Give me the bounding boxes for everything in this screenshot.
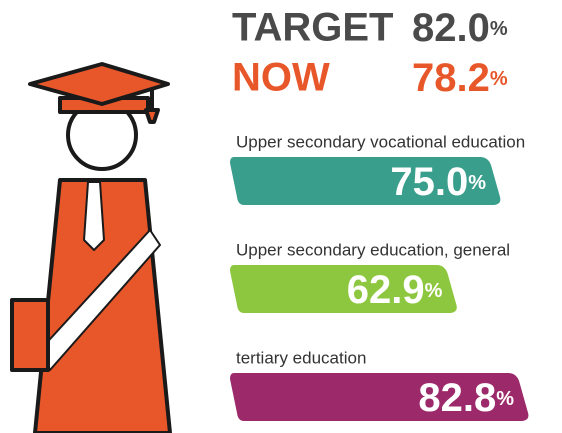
infographic: TARGET 82.0% NOW 78.2% Upper secondary v… (0, 0, 562, 433)
page: TARGET 82.0% NOW 78.2% Upper secondary v… (0, 0, 562, 433)
category-label: Upper secondary education, general (236, 240, 510, 259)
headline-label: NOW (232, 56, 330, 100)
category-label: tertiary education (236, 348, 366, 367)
graduate-figure (12, 64, 170, 433)
headline-label: TARGET (232, 6, 393, 50)
category-label: Upper secondary vocational education (236, 132, 525, 151)
headline-value: 82.0% (412, 6, 508, 50)
headline-value: 78.2% (412, 56, 508, 100)
